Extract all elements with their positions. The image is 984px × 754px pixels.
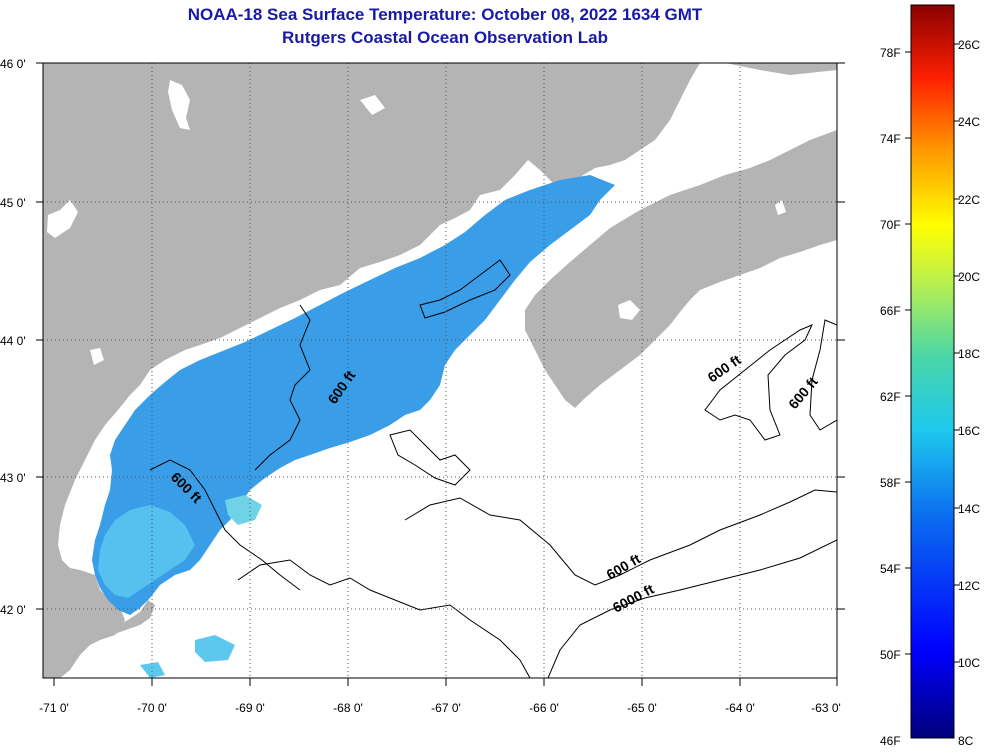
land-cape-cod [98,600,155,640]
colorbar-f-label: 70F [880,218,901,232]
colorbar-f-label: 46F [880,734,901,748]
grid-lines [43,63,837,678]
colorbar-c-label: 10C [958,656,980,670]
colorbar [910,4,955,739]
colorbar-f-label: 78F [880,46,901,60]
lon-label: -67 0' [431,701,461,715]
lon-label: -70 0' [137,701,167,715]
lat-label: 42 0' [0,603,26,617]
colorbar-c-label: 14C [958,502,980,516]
sst-patch [195,635,235,662]
map-title: NOAA-18 Sea Surface Temperature: October… [187,5,703,24]
colorbar-c-label: 16C [958,424,980,438]
colorbar-c-label: 8C [958,734,974,748]
lat-label: 44 0' [0,334,26,348]
land-new-england [43,63,837,678]
lat-label: 45 0' [0,196,26,210]
bathymetry-contours [149,259,837,678]
axis-ticks [36,62,845,686]
colorbar-c-label: 22C [958,193,980,207]
lat-label: 43 0' [0,471,26,485]
lake [360,95,385,115]
lon-label: -71 0' [39,701,69,715]
colorbar-c-label: 18C [958,347,980,361]
colorbar-c-label: 26C [958,38,980,52]
lon-label: -68 0' [333,701,363,715]
sst-swath-light [98,505,195,598]
lat-label: 46 0' [0,57,26,71]
colorbar-c-label: 12C [958,579,980,593]
lon-label: -65 0' [627,701,657,715]
lon-label: -69 0' [235,701,265,715]
colorbar-f-label: 50F [880,648,901,662]
sst-swath-main [92,175,615,615]
map-subtitle: Rutgers Coastal Ocean Observation Lab [282,28,608,47]
sst-patch [140,662,165,678]
colorbar-f-label: 62F [880,390,901,404]
lon-label: -63 0' [811,701,841,715]
sst-patch [225,495,262,525]
lon-label: -66 0' [529,701,559,715]
lake [47,200,78,238]
lon-label: -64 0' [725,701,755,715]
colorbar-f-label: 58F [880,476,901,490]
colorbar-c-label: 24C [958,115,980,129]
land-nova-scotia [525,130,837,408]
lake [90,348,104,365]
plot-frame [42,62,838,679]
lake [775,200,786,215]
colorbar-f-label: 74F [880,132,901,146]
colorbar-ticks [905,43,960,663]
lake [618,300,640,320]
lake [168,80,190,130]
colorbar-f-label: 54F [880,562,901,576]
colorbar-f-label: 66F [880,304,901,318]
colorbar-c-label: 20C [958,270,980,284]
